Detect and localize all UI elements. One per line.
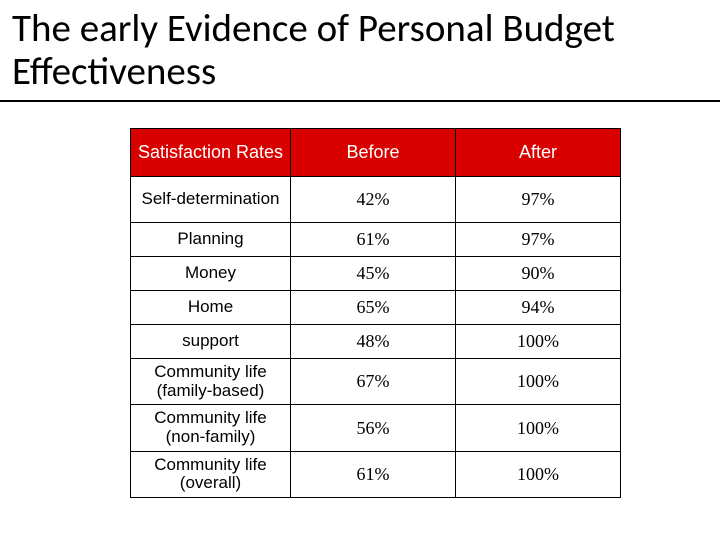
table-body: Self-determination 42% 97% Planning 61% … xyxy=(131,177,621,498)
row-label: Self-determination xyxy=(131,177,291,223)
satisfaction-table-container: Satisfaction Rates Before After Self-det… xyxy=(130,128,620,498)
table-row: Planning 61% 97% xyxy=(131,223,621,257)
row-label: Community life (overall) xyxy=(131,451,291,497)
col-header-before: Before xyxy=(291,129,456,177)
satisfaction-table: Satisfaction Rates Before After Self-det… xyxy=(130,128,621,498)
row-before: 56% xyxy=(291,405,456,451)
row-before: 48% xyxy=(291,325,456,359)
row-before: 61% xyxy=(291,223,456,257)
col-header-after: After xyxy=(456,129,621,177)
table-header: Satisfaction Rates Before After xyxy=(131,129,621,177)
row-after: 90% xyxy=(456,257,621,291)
row-after: 100% xyxy=(456,451,621,497)
row-after: 100% xyxy=(456,325,621,359)
slide-title: The early Evidence of Personal Budget Ef… xyxy=(0,0,720,102)
row-label: Community life (non-family) xyxy=(131,405,291,451)
table-row: Community life (non-family) 56% 100% xyxy=(131,405,621,451)
row-label: Planning xyxy=(131,223,291,257)
row-before: 65% xyxy=(291,291,456,325)
row-label: Money xyxy=(131,257,291,291)
row-after: 94% xyxy=(456,291,621,325)
row-after: 100% xyxy=(456,359,621,405)
row-after: 100% xyxy=(456,405,621,451)
col-header-label: Satisfaction Rates xyxy=(131,129,291,177)
row-label: Community life (family-based) xyxy=(131,359,291,405)
table-row: Community life (overall) 61% 100% xyxy=(131,451,621,497)
table-row: Money 45% 90% xyxy=(131,257,621,291)
row-before: 61% xyxy=(291,451,456,497)
row-before: 45% xyxy=(291,257,456,291)
table-row: Community life (family-based) 67% 100% xyxy=(131,359,621,405)
row-label: Home xyxy=(131,291,291,325)
slide: { "title": "The early Evidence of Person… xyxy=(0,0,720,540)
table-row: support 48% 100% xyxy=(131,325,621,359)
row-after: 97% xyxy=(456,177,621,223)
row-after: 97% xyxy=(456,223,621,257)
row-label: support xyxy=(131,325,291,359)
table-row: Home 65% 94% xyxy=(131,291,621,325)
row-before: 42% xyxy=(291,177,456,223)
row-before: 67% xyxy=(291,359,456,405)
table-row: Self-determination 42% 97% xyxy=(131,177,621,223)
